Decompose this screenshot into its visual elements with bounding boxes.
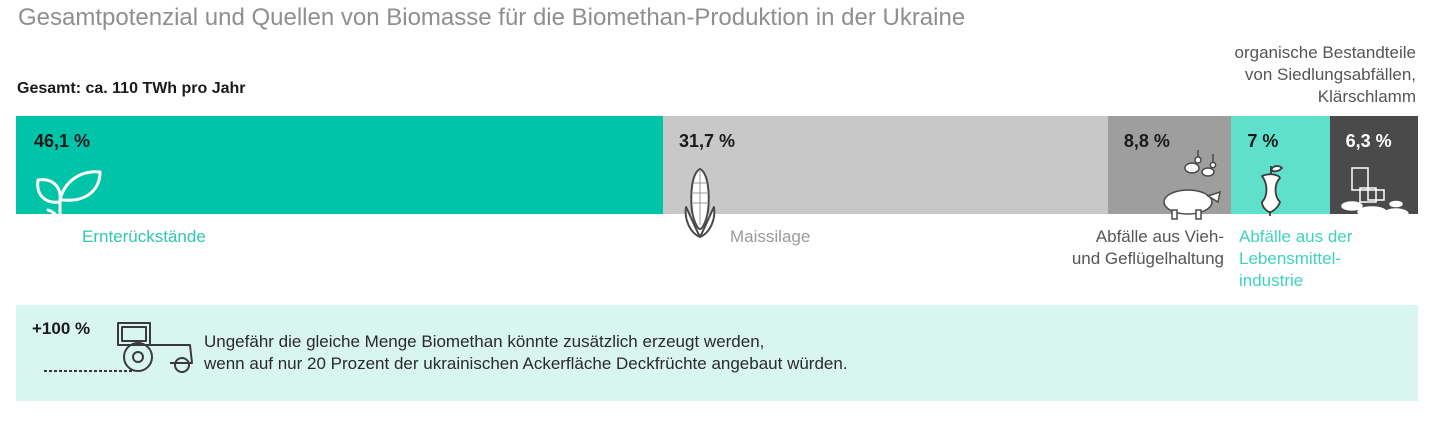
label-food-waste: Abfälle aus der Lebensmittel- industrie <box>1239 226 1352 292</box>
value-label-food-waste: 7 % <box>1247 131 1279 151</box>
note-line: Ungefähr die gleiche Menge Biomethan kön… <box>204 332 765 351</box>
note-text: Ungefähr die gleiche Menge Biomethan kön… <box>204 331 848 375</box>
label-line: Klärschlamm <box>1317 87 1416 106</box>
waste-pile-icon <box>1341 167 1409 220</box>
label-line: Abfälle aus Vieh- <box>1095 227 1224 246</box>
bar-segment-maize-silage: 31,7 % <box>662 116 1108 214</box>
corn-cob-icon <box>684 168 716 238</box>
label-line: Abfälle aus der <box>1239 227 1353 246</box>
bar-segment-crop-residues: 46,1 % <box>16 116 663 214</box>
tractor-icon <box>44 322 193 373</box>
value-label-maize-silage: 31,7 % <box>678 131 736 151</box>
pig-and-goose-icon <box>1163 150 1221 220</box>
label-line: Maissilage <box>730 227 811 246</box>
label-crop-residues: Ernterückstände <box>82 226 206 248</box>
note-plus-value: +100 % <box>32 319 91 338</box>
value-label-livestock-waste: 8,8 % <box>1123 131 1170 151</box>
value-label-municipal-waste: 6,3 % <box>1345 131 1392 151</box>
label-line: organische Bestandteile <box>1234 43 1416 62</box>
label-line: industrie <box>1239 271 1304 290</box>
note-box: +100 % Ungefähr die gleiche Menge Biomet… <box>16 305 1418 401</box>
label-maize-silage: Maissilage <box>730 226 810 248</box>
label-line: Ernterückstände <box>82 227 206 246</box>
bar-segment-food-waste: 7 % <box>1231 116 1330 214</box>
chart-title: Gesamtpotenzial und Quellen von Biomasse… <box>18 4 966 31</box>
apple-core-icon <box>1261 165 1283 216</box>
total-label: Gesamt: ca. 110 TWh pro Jahr <box>17 80 246 97</box>
label-line: von Siedlungsabfällen, <box>1244 65 1416 84</box>
note-line: wenn auf nur 20 Prozent der ukrainischen… <box>204 354 848 373</box>
label-municipal-waste: organische Bestandteile von Siedlungsabf… <box>1116 42 1416 108</box>
label-livestock-waste: Abfälle aus Vieh- und Geflügelhaltung <box>1072 226 1224 270</box>
value-label-crop-residues: 46,1 % <box>34 131 91 151</box>
leaf-sprout-icon <box>36 170 102 224</box>
label-line: Lebensmittel- <box>1239 249 1342 268</box>
label-line: und Geflügelhaltung <box>1071 249 1224 268</box>
bar-segment-municipal-waste: 6,3 % <box>1329 116 1418 214</box>
